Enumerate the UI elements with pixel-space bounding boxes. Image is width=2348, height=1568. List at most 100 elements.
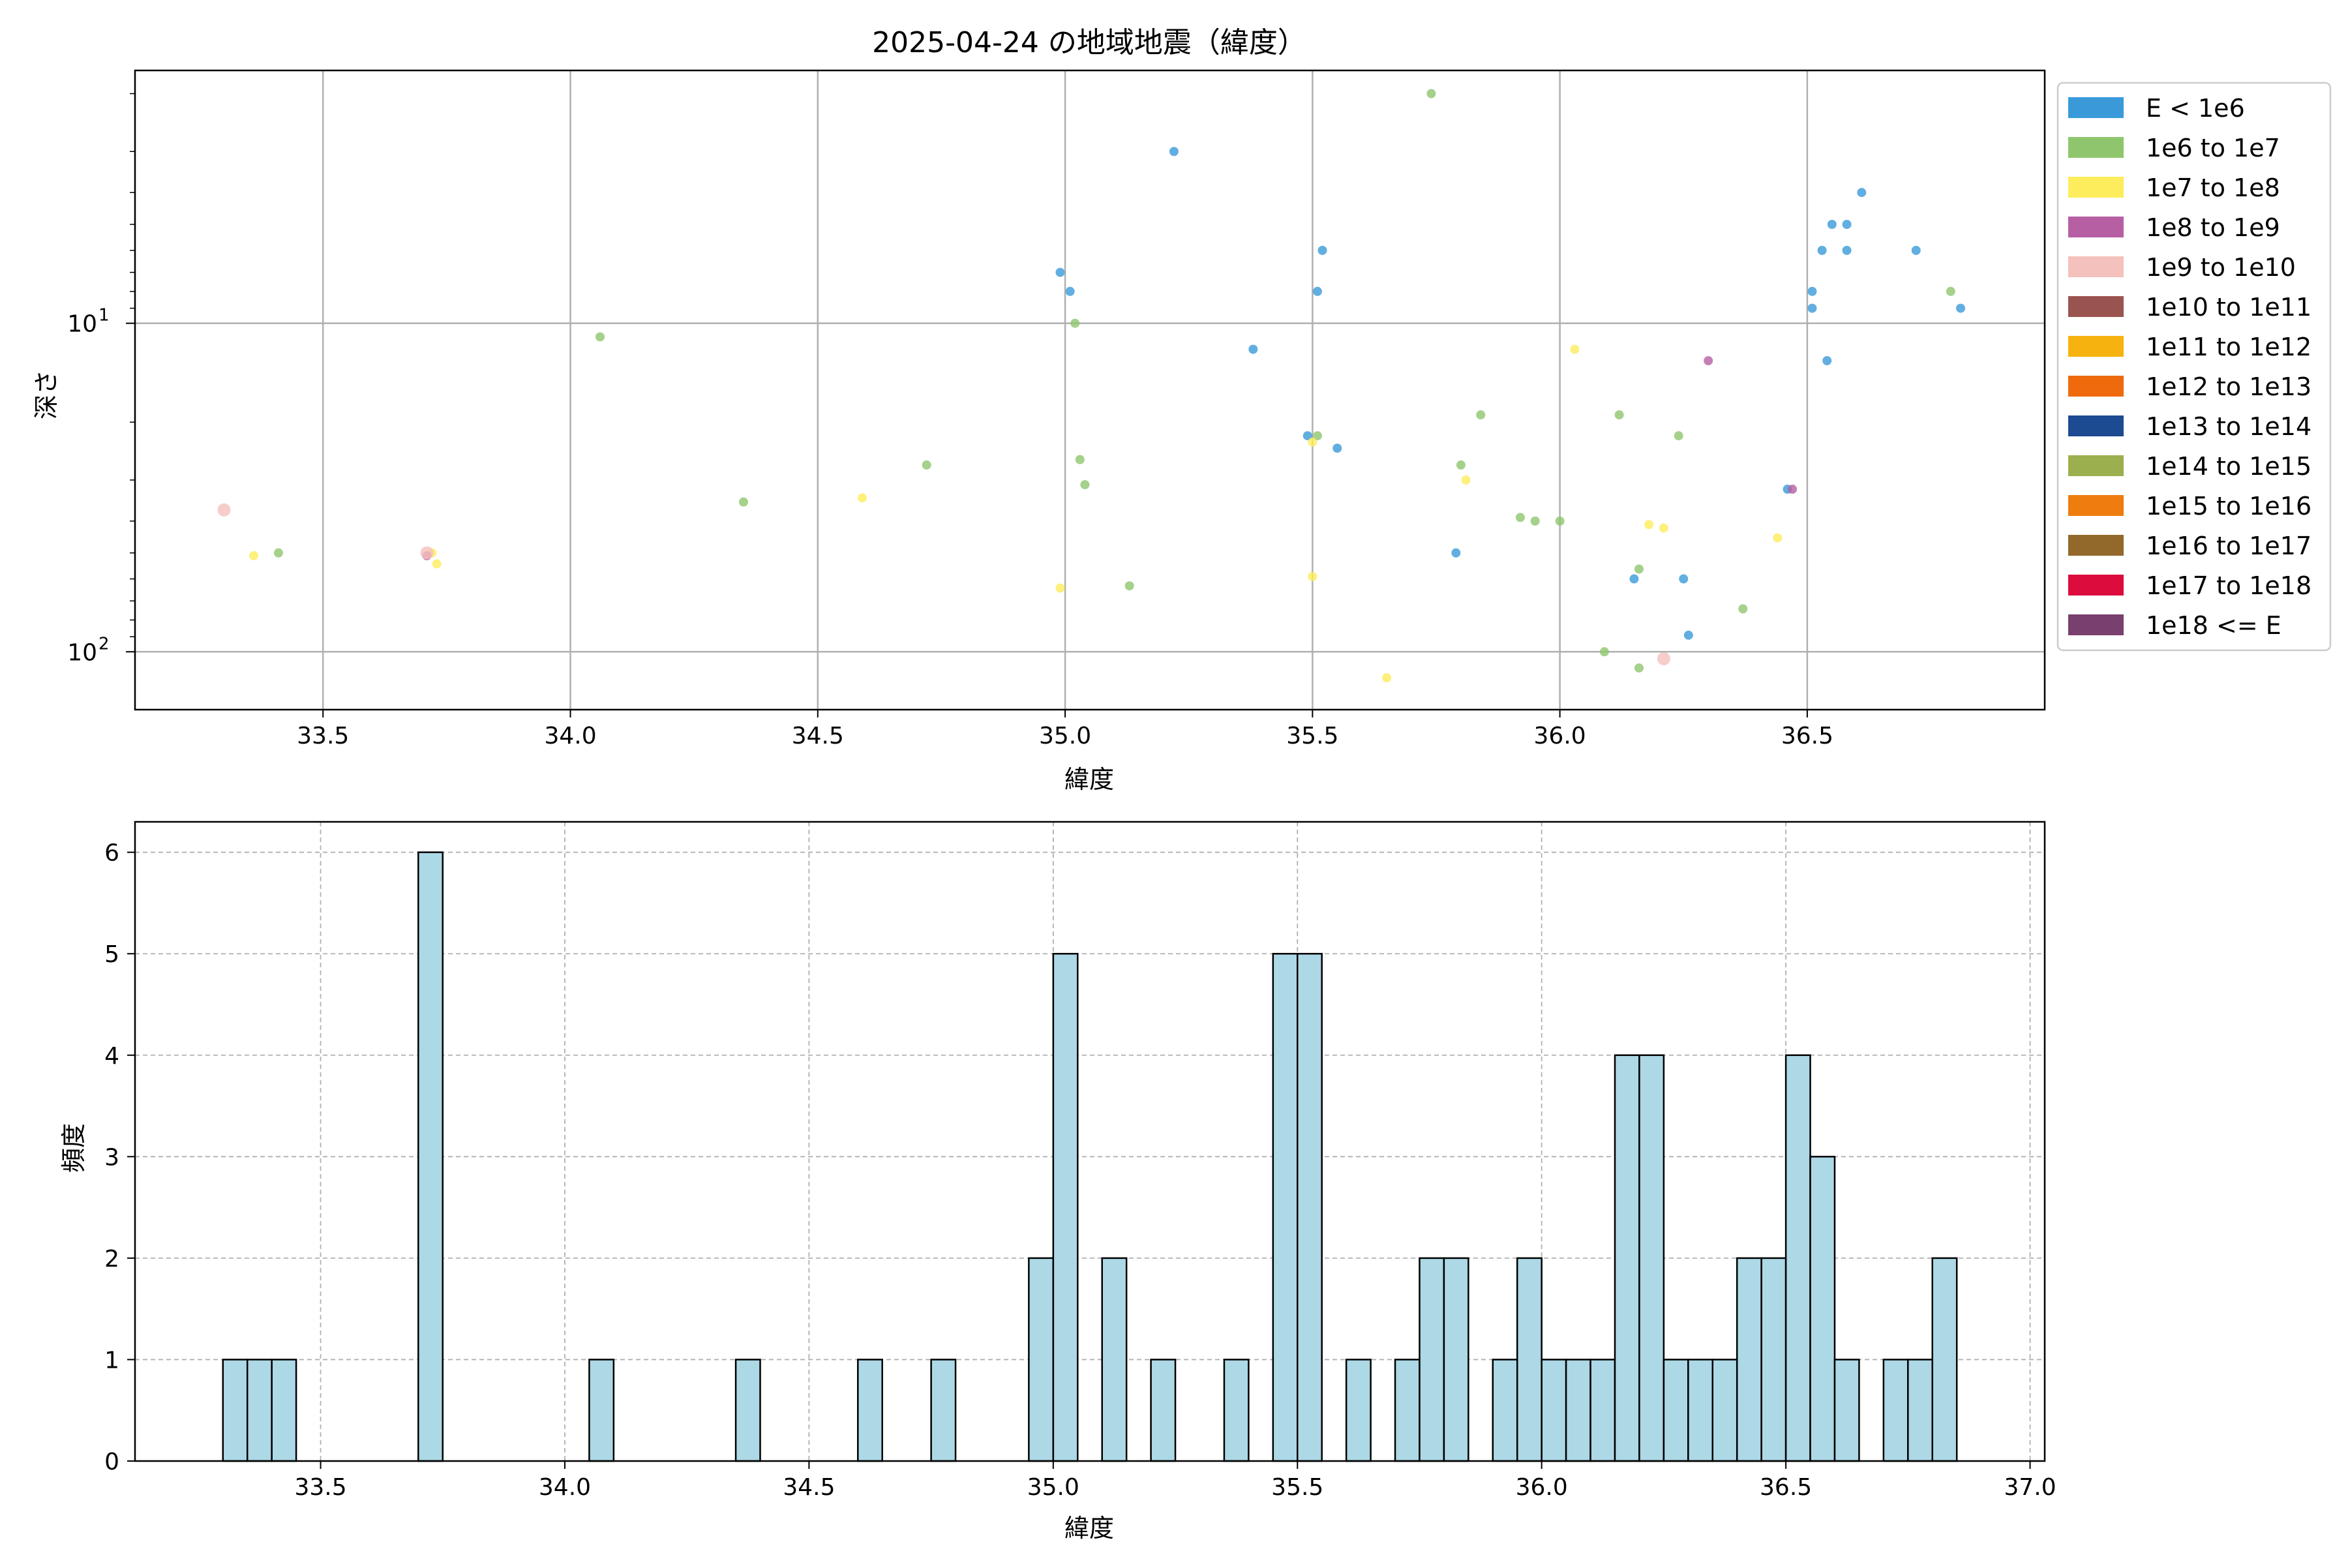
legend-swatch <box>2068 535 2124 556</box>
scatter-x-tick-label: 33.5 <box>297 723 349 749</box>
histogram-bar <box>588 1359 615 1462</box>
legend-swatch <box>2068 455 2124 476</box>
scatter-y-tick-exponent: 2 <box>98 634 110 654</box>
histogram-bar <box>1101 1257 1128 1462</box>
histogram-x-tick-label: 35.0 <box>1027 1474 1079 1501</box>
histogram-bar <box>1150 1359 1177 1462</box>
scatter-point <box>1857 188 1867 198</box>
scatter-point <box>420 546 434 560</box>
legend-label: 1e18 <= E <box>2146 611 2281 640</box>
scatter-point <box>1614 410 1624 420</box>
histogram-bar <box>1419 1257 1445 1462</box>
histogram-bar <box>1882 1359 1909 1462</box>
legend-label: 1e8 to 1e9 <box>2146 213 2280 242</box>
scatter-point <box>1629 574 1639 584</box>
legend-swatch <box>2068 177 2124 198</box>
scatter-x-tick-label: 35.5 <box>1286 723 1338 749</box>
scatter-point <box>217 503 231 517</box>
legend-label: 1e17 to 1e18 <box>2146 571 2311 600</box>
scatter-point <box>1807 303 1817 313</box>
scatter-point <box>1570 344 1580 354</box>
histogram-bar <box>222 1359 248 1462</box>
histogram-bar <box>1272 952 1299 1462</box>
histogram-x-tick-label: 36.0 <box>1516 1474 1568 1501</box>
scatter-point <box>1070 318 1080 328</box>
scatter-x-tick-label: 34.0 <box>544 723 596 749</box>
histogram-bar <box>1931 1257 1958 1462</box>
scatter-point <box>1248 344 1258 354</box>
scatter-point <box>1312 286 1322 296</box>
legend-label: 1e13 to 1e14 <box>2146 412 2311 441</box>
legend: E < 1e6 1e6 to 1e7 1e7 to 1e8 1e8 to 1e9 1e9… <box>2056 82 2332 652</box>
scatter-point <box>1679 574 1689 584</box>
histogram-y-tick-label: 3 <box>104 1144 119 1171</box>
legend-label: 1e10 to 1e11 <box>2146 293 2311 322</box>
histogram-bar <box>857 1359 883 1462</box>
histogram-bar <box>1516 1257 1543 1462</box>
histogram-bar <box>734 1359 761 1462</box>
histogram-y-axis-label: 頻度 <box>59 1123 88 1173</box>
scatter-point <box>1476 410 1486 420</box>
scatter-point <box>273 548 283 558</box>
histogram-bar <box>246 1359 273 1462</box>
scatter-point <box>739 497 749 507</box>
histogram-bar <box>1028 1257 1055 1462</box>
histogram-bar <box>1663 1359 1689 1462</box>
scatter-point <box>1515 513 1525 522</box>
scatter-point <box>1599 647 1609 657</box>
histogram-x-tick-label: 36.5 <box>1760 1474 1812 1501</box>
scatter-point <box>1124 581 1134 591</box>
scatter-point <box>1461 475 1471 485</box>
histogram-bar <box>271 1359 297 1462</box>
histogram-x-tick-label: 34.0 <box>539 1474 591 1501</box>
scatter-point <box>1530 516 1540 526</box>
scatter-point <box>1842 219 1852 229</box>
scatter-x-tick-label: 36.0 <box>1534 723 1586 749</box>
histogram-bar <box>1345 1359 1372 1462</box>
scatter-point <box>858 493 867 503</box>
histogram-bar <box>1443 1257 1469 1462</box>
scatter-point <box>1738 604 1748 614</box>
scatter-point <box>1426 89 1436 98</box>
histogram-panel: 緯度 頻度 33.5 34.0 34.5 35.0 35.5 36.0 36.5 37.0 0 1… <box>59 821 2056 1543</box>
scatter-point <box>1704 356 1713 366</box>
legend-label: 1e7 to 1e8 <box>2146 173 2280 202</box>
scatter-point <box>1644 520 1654 530</box>
scatter-point <box>1312 431 1322 441</box>
legend-label: 1e6 to 1e7 <box>2146 134 2280 162</box>
legend-label: 1e12 to 1e13 <box>2146 372 2311 401</box>
scatter-point <box>1634 564 1644 574</box>
histogram-x-tick-label: 33.5 <box>294 1474 346 1501</box>
legend-label: E < 1e6 <box>2146 94 2245 123</box>
histogram-bar <box>1760 1257 1787 1462</box>
histogram-bar <box>1687 1359 1714 1462</box>
scatter-x-axis-label: 緯度 <box>1064 765 1114 794</box>
scatter-point <box>1065 286 1075 296</box>
histogram-bar <box>1809 1156 1836 1462</box>
histogram-bar <box>1784 1054 1811 1462</box>
scatter-point <box>1055 583 1065 593</box>
histogram-bar <box>1394 1359 1421 1462</box>
scatter-point <box>1817 245 1827 255</box>
histogram-bar <box>1711 1359 1738 1462</box>
legend-label: 1e15 to 1e16 <box>2146 492 2311 520</box>
scatter-point <box>1659 523 1668 533</box>
scatter-point <box>1822 356 1832 366</box>
scatter-point <box>1657 652 1670 665</box>
scatter-point <box>1302 431 1312 441</box>
scatter-y-tick-exponent: 1 <box>98 306 110 325</box>
histogram-ticks: 33.5 34.0 34.5 35.0 35.5 36.0 36.5 37.0 0 1 2 3 4 5 6 <box>104 840 2056 1501</box>
scatter-point <box>1674 431 1683 441</box>
scatter-point <box>1807 286 1817 296</box>
scatter-point <box>1451 548 1461 558</box>
scatter-point <box>1308 437 1317 447</box>
histogram-bar <box>1052 952 1079 1462</box>
histogram-bars <box>222 851 1958 1462</box>
histogram-bar <box>1736 1257 1762 1462</box>
scatter-point <box>432 559 442 569</box>
legend-label: 1e9 to 1e10 <box>2146 253 2296 282</box>
histogram-bar <box>1833 1359 1860 1462</box>
scatter-point <box>1773 533 1783 543</box>
